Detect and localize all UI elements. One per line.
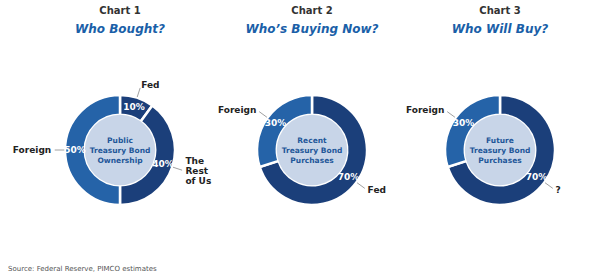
chart-subtitle: Chart 3 bbox=[479, 5, 520, 16]
connector bbox=[545, 183, 552, 188]
connector bbox=[447, 112, 454, 117]
center-text: FutureTreasury BondPurchases bbox=[470, 136, 531, 165]
category-label-line: Foreign bbox=[406, 105, 444, 115]
center-text-line: Recent bbox=[297, 136, 327, 145]
data-label: 70% bbox=[338, 172, 360, 182]
connector bbox=[357, 183, 364, 188]
chart-title: Who Bought? bbox=[75, 22, 165, 36]
category-label: ? bbox=[556, 185, 561, 195]
pie-chart: 70% 30%? Foreign FutureTreasury BondPurchas… bbox=[406, 95, 561, 205]
connector bbox=[137, 88, 140, 96]
center-text: RecentTreasury BondPurchases bbox=[282, 136, 343, 165]
category-label-line: of Us bbox=[185, 176, 211, 186]
data-label: 50% bbox=[64, 145, 86, 155]
figure: 10%40%50%FedTheRestof UsForeignPublicTre… bbox=[0, 0, 600, 277]
center-text-line: Treasury Bond bbox=[470, 146, 531, 155]
donut-hole bbox=[465, 115, 535, 185]
category-label: Fed bbox=[141, 80, 159, 90]
footnote: Source: Federal Reserve, PIMCO estimates bbox=[8, 265, 157, 273]
category-label-line: Foreign bbox=[218, 105, 256, 115]
pie-chart: 70% 30% Fed Foreign RecentTreasury BondPurch… bbox=[218, 95, 386, 205]
footnote-line: Source: Federal Reserve, PIMCO estimates bbox=[8, 265, 157, 273]
category-label: Foreign bbox=[218, 105, 256, 115]
data-label: 30% bbox=[453, 118, 475, 128]
category-label-line: Fed bbox=[368, 185, 386, 195]
donut-hole bbox=[85, 115, 155, 185]
data-label: 70% bbox=[526, 172, 548, 182]
connector bbox=[55, 150, 64, 151]
category-label-line: Rest bbox=[185, 166, 208, 176]
center-text-line: Treasury Bond bbox=[282, 146, 343, 155]
chart-subtitle: Chart 2 bbox=[291, 5, 332, 16]
center-text-line: Ownership bbox=[97, 155, 143, 164]
center-text: PublicTreasury BondOwnership bbox=[90, 136, 151, 165]
category-label-line: The bbox=[185, 156, 204, 166]
category-label: Foreign bbox=[406, 105, 444, 115]
pie-chart: 10% 40% 50% Fed TheRestof Us Foreign PublicTre… bbox=[13, 80, 211, 205]
data-label: 10% bbox=[123, 102, 145, 112]
chart-title: Who Will Buy? bbox=[452, 22, 548, 36]
chart-subtitle: Chart 1 bbox=[99, 5, 140, 16]
data-label: 30% bbox=[265, 118, 287, 128]
chart-title: Who’s Buying Now? bbox=[245, 22, 378, 36]
donut-hole bbox=[277, 115, 347, 185]
category-label: Foreign bbox=[13, 145, 51, 155]
center-text-line: Future bbox=[486, 136, 514, 145]
center-text-line: Purchases bbox=[478, 155, 522, 164]
slices bbox=[257, 95, 367, 205]
center-text-line: Treasury Bond bbox=[90, 146, 151, 155]
category-label-line: Fed bbox=[141, 80, 159, 90]
category-label-line: ? bbox=[556, 185, 561, 195]
center-text-line: Public bbox=[107, 136, 133, 145]
connector bbox=[173, 167, 181, 170]
category-label: TheRestof Us bbox=[185, 156, 211, 186]
category-label: Fed bbox=[368, 185, 386, 195]
slices bbox=[65, 95, 175, 205]
category-label-line: Foreign bbox=[13, 145, 51, 155]
center-text-line: Purchases bbox=[290, 155, 334, 164]
data-label: 40% bbox=[152, 159, 174, 169]
connector bbox=[259, 112, 266, 117]
slices bbox=[445, 95, 555, 205]
